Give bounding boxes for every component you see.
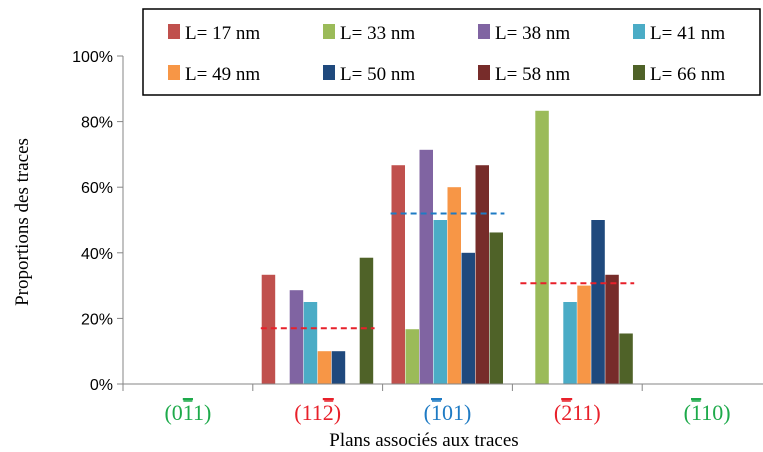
bar xyxy=(535,110,549,384)
bar xyxy=(591,220,605,384)
bar xyxy=(303,302,318,384)
bar xyxy=(577,285,591,384)
x-tick-label: (110) xyxy=(684,400,731,425)
legend-swatch xyxy=(478,65,490,80)
legend-swatch xyxy=(168,24,180,39)
legend-label: L= 17 nm xyxy=(185,23,260,44)
legend-label: L= 50 nm xyxy=(340,64,415,85)
x-tick-label: (211) xyxy=(554,400,601,425)
y-tick-label: 100% xyxy=(72,49,113,66)
legend: L= 17 nm L= 33 nm L= 38 nm L= 41 nm L= 49 nm… xyxy=(142,8,761,96)
legend-swatch xyxy=(323,65,335,80)
bar xyxy=(317,351,332,384)
legend-label: L= 66 nm xyxy=(650,64,725,85)
bar xyxy=(261,274,276,384)
y-axis-title: Proportions des traces xyxy=(12,138,33,306)
legend-label: L= 41 nm xyxy=(650,23,725,44)
x-tick-label: (112) xyxy=(294,400,341,425)
x-category-labels: (011) (112) (101) (211) (110) xyxy=(164,400,730,425)
y-ticks-group: 0% 20% 40% 60% 80% 100% xyxy=(72,49,123,394)
bar xyxy=(605,274,619,384)
y-tick-label: 80% xyxy=(81,115,113,132)
legend-box xyxy=(142,8,761,96)
bar xyxy=(419,149,433,384)
y-tick-label: 0% xyxy=(90,377,113,394)
legend-swatch xyxy=(323,24,335,39)
legend-swatch xyxy=(478,24,490,39)
bar xyxy=(359,257,374,384)
legend-swatch xyxy=(633,24,645,39)
bar xyxy=(391,165,405,384)
legend-swatch xyxy=(633,65,645,80)
bar xyxy=(563,302,577,384)
y-tick-label: 40% xyxy=(81,246,113,263)
y-tick-label: 60% xyxy=(81,180,113,197)
bar xyxy=(461,252,475,384)
bars-group xyxy=(261,110,633,384)
bar xyxy=(405,329,419,384)
y-tick-label: 20% xyxy=(81,311,113,328)
legend-label: L= 33 nm xyxy=(340,23,415,44)
axes-group xyxy=(122,56,763,391)
bar xyxy=(475,165,489,384)
x-axis-title: Plans associés aux traces xyxy=(329,430,518,451)
bar xyxy=(331,351,346,384)
legend-label: L= 38 nm xyxy=(495,23,570,44)
legend-label: L= 49 nm xyxy=(185,64,260,85)
legend-label: L= 58 nm xyxy=(495,64,570,85)
x-tick-label: (011) xyxy=(164,400,211,425)
mean-lines-group xyxy=(260,212,635,330)
bar xyxy=(289,290,304,384)
bar xyxy=(489,232,503,384)
bar xyxy=(433,220,447,384)
x-tick-label: (101) xyxy=(424,400,472,425)
bar xyxy=(447,187,461,384)
bar xyxy=(619,333,633,384)
legend-swatch xyxy=(168,65,180,80)
